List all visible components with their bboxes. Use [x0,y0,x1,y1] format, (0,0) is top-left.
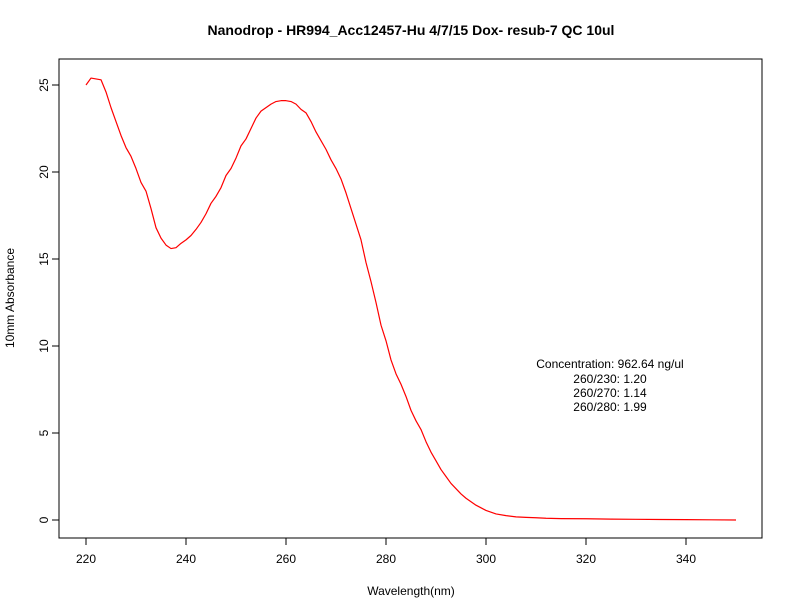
ratio-260-230-annotation: 260/230: 1.20 [573,372,647,386]
x-axis: 220 240 260 280 300 320 340 [76,537,696,566]
x-tick-label: 220 [76,552,96,566]
x-axis-label: Wavelength(nm) [367,584,455,598]
y-tick-label: 20 [37,165,51,179]
y-tick-label: 0 [37,516,51,523]
y-tick-label: 15 [37,252,51,266]
chart-title: Nanodrop - HR994_Acc12457-Hu 4/7/15 Dox-… [208,22,615,38]
ratio-260-270-annotation: 260/270: 1.14 [573,386,647,400]
series-layer [85,77,737,521]
concentration-annotation: Concentration: 962.64 ng/ul [536,357,683,371]
y-axis: 0 5 10 15 20 25 [37,78,60,523]
x-tick-label: 320 [576,552,596,566]
x-tick-label: 240 [176,552,196,566]
ratio-260-280-annotation: 260/280: 1.99 [573,400,647,414]
x-tick-label: 280 [376,552,396,566]
y-tick-label: 10 [37,339,51,353]
y-tick-label: 5 [37,429,51,436]
annotation-block: Concentration: 962.64 ng/ul 260/230: 1.2… [536,357,683,414]
y-tick-label: 25 [37,78,51,92]
x-tick-label: 260 [276,552,296,566]
plot-frame [58,58,763,539]
x-tick-label: 300 [476,552,496,566]
x-tick-label: 340 [676,552,696,566]
y-axis-label: 10mm Absorbance [3,248,17,348]
absorbance-series-line [85,77,737,521]
